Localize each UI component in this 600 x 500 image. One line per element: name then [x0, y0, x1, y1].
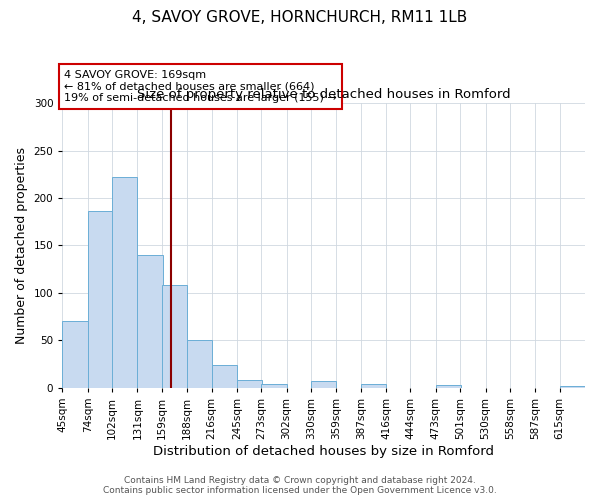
Bar [62, 322, 88, 388]
Text: 4 SAVOY GROVE: 169sqm
← 81% of detached houses are smaller (664)
19% of semi-det: 4 SAVOY GROVE: 169sqm ← 81% of detached … [64, 70, 337, 103]
Text: Contains HM Land Registry data © Crown copyright and database right 2024.
Contai: Contains HM Land Registry data © Crown c… [103, 476, 497, 495]
Bar [560, 386, 585, 388]
Bar [212, 365, 237, 388]
Title: Size of property relative to detached houses in Romford: Size of property relative to detached ho… [137, 88, 511, 101]
Bar [112, 177, 137, 388]
Bar [88, 212, 113, 388]
Bar [187, 340, 212, 388]
Bar [261, 384, 287, 388]
Bar [162, 286, 187, 388]
Bar [361, 384, 386, 388]
Bar [436, 385, 461, 388]
Y-axis label: Number of detached properties: Number of detached properties [15, 147, 28, 344]
Text: 4, SAVOY GROVE, HORNCHURCH, RM11 1LB: 4, SAVOY GROVE, HORNCHURCH, RM11 1LB [133, 10, 467, 25]
Bar [311, 381, 337, 388]
Bar [137, 255, 163, 388]
X-axis label: Distribution of detached houses by size in Romford: Distribution of detached houses by size … [153, 444, 494, 458]
Bar [237, 380, 262, 388]
